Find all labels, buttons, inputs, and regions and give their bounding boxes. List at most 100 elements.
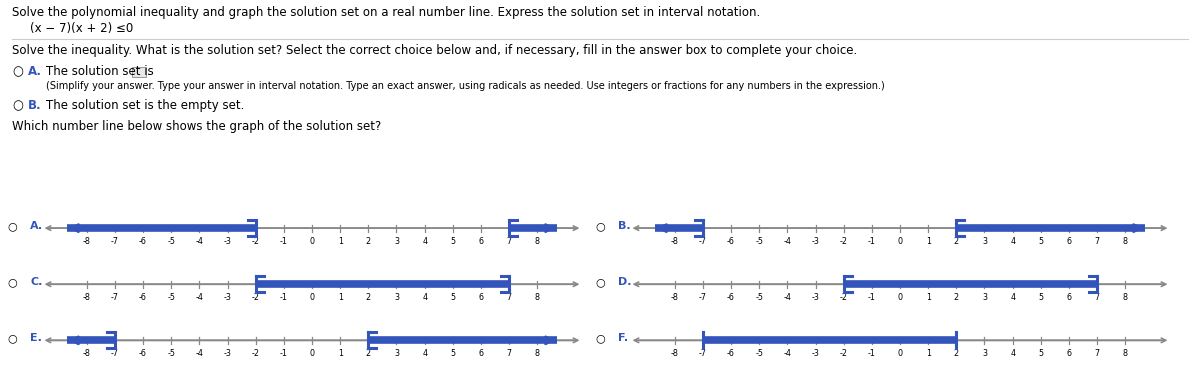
- Text: B.: B.: [618, 221, 631, 231]
- Text: 0: 0: [310, 293, 314, 302]
- Text: -4: -4: [196, 236, 203, 246]
- Text: -2: -2: [840, 236, 847, 246]
- Text: 8: 8: [535, 349, 540, 358]
- Text: -8: -8: [83, 236, 91, 246]
- Text: 4: 4: [1010, 293, 1015, 302]
- Text: -4: -4: [196, 349, 203, 358]
- Text: 0: 0: [310, 236, 314, 246]
- Text: 1: 1: [337, 293, 343, 302]
- Text: -2: -2: [252, 236, 259, 246]
- Text: -7: -7: [110, 236, 119, 246]
- Text: -6: -6: [139, 293, 146, 302]
- Text: (Simplify your answer. Type your answer in interval notation. Type an exact answ: (Simplify your answer. Type your answer …: [46, 81, 884, 91]
- Text: ○: ○: [12, 65, 23, 78]
- Text: 8: 8: [535, 236, 540, 246]
- Text: 2: 2: [954, 349, 959, 358]
- Text: -8: -8: [671, 293, 679, 302]
- Text: -6: -6: [727, 293, 734, 302]
- Text: -6: -6: [139, 349, 146, 358]
- Text: ○: ○: [12, 99, 23, 112]
- Text: B.: B.: [28, 99, 42, 112]
- Text: ○: ○: [596, 278, 606, 287]
- Text: (x − 7)(x + 2) ≤0: (x − 7)(x + 2) ≤0: [30, 22, 133, 35]
- Text: Which number line below shows the graph of the solution set?: Which number line below shows the graph …: [12, 120, 382, 133]
- Text: -6: -6: [727, 236, 734, 246]
- Text: 3: 3: [982, 349, 986, 358]
- Text: -8: -8: [83, 349, 91, 358]
- Text: 6: 6: [1067, 236, 1072, 246]
- Text: 6: 6: [1067, 349, 1072, 358]
- Text: 3: 3: [982, 293, 986, 302]
- Text: F.: F.: [618, 334, 629, 343]
- Text: -7: -7: [110, 349, 119, 358]
- Text: 1: 1: [337, 349, 343, 358]
- Text: -1: -1: [868, 236, 876, 246]
- Text: ○: ○: [596, 221, 606, 231]
- Text: 6: 6: [479, 293, 484, 302]
- Text: 0: 0: [310, 349, 314, 358]
- Text: -4: -4: [784, 236, 791, 246]
- Text: 5: 5: [1038, 236, 1043, 246]
- Text: 4: 4: [422, 349, 427, 358]
- Text: ○: ○: [8, 221, 18, 231]
- Text: ○: ○: [596, 334, 606, 343]
- Text: C.: C.: [30, 278, 43, 287]
- Text: 7: 7: [506, 349, 511, 358]
- Text: 1: 1: [925, 293, 931, 302]
- Text: -4: -4: [784, 293, 791, 302]
- Text: 3: 3: [982, 236, 986, 246]
- Text: -6: -6: [139, 236, 146, 246]
- Bar: [132, 67, 146, 77]
- Text: -1: -1: [280, 236, 288, 246]
- Text: ○: ○: [8, 278, 18, 287]
- Text: -5: -5: [167, 293, 175, 302]
- Text: -7: -7: [698, 236, 707, 246]
- Text: 8: 8: [1123, 236, 1128, 246]
- Text: 1: 1: [925, 349, 931, 358]
- Text: -2: -2: [252, 293, 259, 302]
- Text: -3: -3: [223, 349, 232, 358]
- Text: -5: -5: [755, 236, 763, 246]
- Text: 3: 3: [394, 349, 398, 358]
- Text: 6: 6: [1067, 293, 1072, 302]
- Text: 1: 1: [925, 236, 931, 246]
- Text: A.: A.: [30, 221, 43, 231]
- Text: 2: 2: [366, 293, 371, 302]
- Text: -1: -1: [868, 349, 876, 358]
- Text: 8: 8: [1123, 349, 1128, 358]
- Text: Solve the inequality. What is the solution set? Select the correct choice below : Solve the inequality. What is the soluti…: [12, 44, 857, 57]
- Text: -8: -8: [671, 349, 679, 358]
- Text: -6: -6: [727, 349, 734, 358]
- Text: 7: 7: [506, 236, 511, 246]
- Text: ○: ○: [8, 334, 18, 343]
- Text: -1: -1: [280, 349, 288, 358]
- Text: 2: 2: [366, 349, 371, 358]
- Text: -2: -2: [840, 349, 847, 358]
- Text: -5: -5: [167, 236, 175, 246]
- Text: D.: D.: [618, 278, 632, 287]
- Text: -1: -1: [280, 293, 288, 302]
- Text: A.: A.: [28, 65, 42, 78]
- Text: -7: -7: [698, 293, 707, 302]
- Text: -5: -5: [167, 349, 175, 358]
- Text: -5: -5: [755, 293, 763, 302]
- Text: -7: -7: [698, 349, 707, 358]
- Text: 0: 0: [898, 349, 902, 358]
- Text: -8: -8: [671, 236, 679, 246]
- Text: -7: -7: [110, 293, 119, 302]
- Text: 7: 7: [1094, 236, 1099, 246]
- Text: The solution set is: The solution set is: [46, 65, 154, 78]
- Text: -3: -3: [811, 293, 820, 302]
- Text: 4: 4: [1010, 349, 1015, 358]
- Text: -8: -8: [83, 293, 91, 302]
- Text: 7: 7: [1094, 293, 1099, 302]
- Text: 2: 2: [366, 236, 371, 246]
- Text: 5: 5: [1038, 349, 1043, 358]
- Text: -3: -3: [223, 293, 232, 302]
- Text: 0: 0: [898, 236, 902, 246]
- Text: 6: 6: [479, 349, 484, 358]
- Text: -4: -4: [196, 293, 203, 302]
- Text: -3: -3: [811, 349, 820, 358]
- Text: 2: 2: [954, 293, 959, 302]
- Text: Solve the polynomial inequality and graph the solution set on a real number line: Solve the polynomial inequality and grap…: [12, 6, 761, 19]
